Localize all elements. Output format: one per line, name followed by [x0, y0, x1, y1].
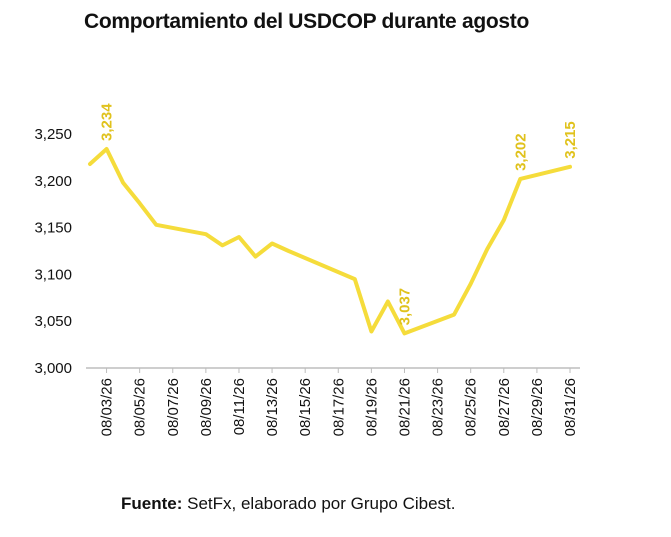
x-axis-ticks: 08/03/26 08/05/26 08/07/26 08/09/26 08/11/26…: [99, 368, 579, 436]
y-tick-label: 3,050: [34, 313, 72, 330]
x-tick-label: 08/17/26: [330, 378, 347, 436]
source-text: SetFx, elaborado por Grupo Cibest.: [187, 494, 456, 513]
series-line-usdcop: [88, 147, 572, 336]
x-tick-label: 08/21/26: [396, 378, 413, 436]
x-tick-label: 08/09/26: [198, 378, 215, 436]
x-tick-label: 08/13/26: [264, 378, 281, 436]
y-tick-label: 3,250: [34, 126, 72, 143]
y-tick-label: 3,150: [34, 220, 72, 237]
data-label: 3,202: [512, 133, 529, 171]
x-tick-label: 08/31/26: [562, 378, 579, 436]
x-tick-label: 08/29/26: [529, 378, 546, 436]
x-tick-label: 08/25/26: [463, 378, 480, 436]
y-axis-ticks: 3,000 3,050 3,100 3,150 3,200 3,250: [34, 126, 72, 377]
x-tick-label: 08/11/26: [231, 378, 248, 435]
x-tick-label: 08/19/26: [363, 378, 380, 436]
chart-title: Comportamiento del USDCOP durante agosto: [84, 10, 529, 33]
x-tick-label: 08/07/26: [165, 378, 182, 436]
data-label: 3,234: [99, 103, 116, 141]
x-tick-label: 08/15/26: [297, 378, 314, 436]
y-tick-label: 3,100: [34, 266, 72, 283]
x-tick-label: 08/27/26: [496, 378, 513, 436]
y-tick-label: 3,200: [34, 173, 72, 190]
source-label: Fuente:: [121, 494, 183, 513]
x-tick-label: 08/23/26: [430, 378, 447, 436]
x-tick-label: 08/03/26: [99, 378, 116, 436]
data-label: 3,215: [562, 121, 579, 159]
x-tick-label: 08/05/26: [132, 378, 149, 436]
data-labels: 3,234 3,037 3,202 3,215: [99, 103, 579, 326]
y-tick-label: 3,000: [34, 360, 72, 377]
data-label: 3,037: [396, 288, 413, 326]
source-note: Fuente: SetFx, elaborado por Grupo Cibes…: [121, 494, 456, 514]
